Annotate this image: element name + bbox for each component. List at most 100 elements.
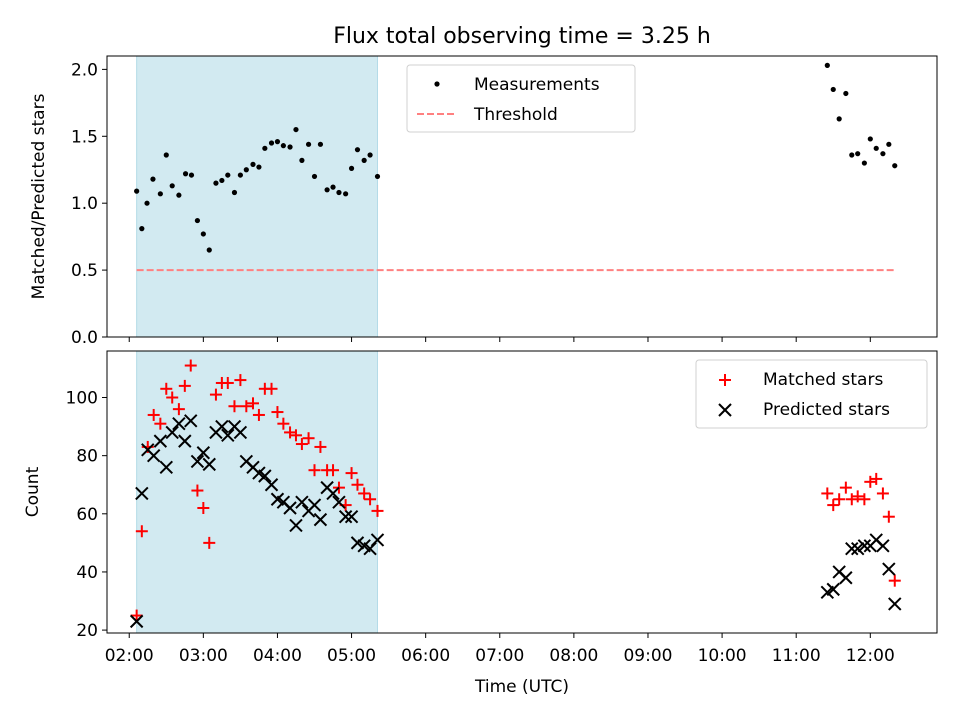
matched-star-point xyxy=(839,481,852,494)
measurement-point xyxy=(250,161,256,167)
measurement-point xyxy=(144,200,150,206)
top-y-tick-label: 0.0 xyxy=(71,328,98,348)
predicted-star-point xyxy=(153,434,168,448)
matched-star-point xyxy=(172,403,185,416)
predicted-star-point xyxy=(233,425,248,440)
predicted-star-point xyxy=(264,478,279,492)
matched-star-point xyxy=(130,609,143,622)
matched-star-point xyxy=(882,510,895,523)
x-tick-label: 04:00 xyxy=(253,646,302,666)
predicted-star-point xyxy=(845,541,859,556)
measurement-point xyxy=(348,165,355,171)
bottom-x-axis: 02:00 03:00 04:00 05:00 06:00 07:00 08:00 09:00… xyxy=(105,633,895,666)
top-y-tick-label: 2.0 xyxy=(71,60,98,80)
measurement-point xyxy=(219,177,225,184)
measurement-point xyxy=(311,173,318,180)
matched-star-point xyxy=(864,475,877,488)
bottom-plot-frame xyxy=(106,350,938,634)
predicted-star-point xyxy=(289,518,303,533)
top-panel: 0.00.51.01.52.0 Matched/Predicted stars … xyxy=(29,55,938,348)
measurements-series xyxy=(134,62,898,253)
matched-star-point xyxy=(160,382,173,395)
predicted-star-point xyxy=(172,416,186,431)
x-tick-label: 10:00 xyxy=(698,646,747,666)
measurement-point xyxy=(354,147,361,153)
measurement-point xyxy=(880,151,886,157)
matched-star-point xyxy=(295,438,308,451)
measurement-point xyxy=(886,141,892,147)
matched-star-point xyxy=(371,504,384,517)
x-tick-label: 12:00 xyxy=(846,646,895,666)
matched-star-point xyxy=(876,487,889,500)
measurement-point xyxy=(843,90,849,97)
measurement-point xyxy=(256,164,262,170)
measurement-point xyxy=(861,160,867,166)
legend-threshold-label: Threshold xyxy=(473,105,558,125)
measurement-point xyxy=(293,126,299,133)
matched-star-point xyxy=(240,400,253,413)
matched-star-point xyxy=(302,432,315,445)
measurement-point xyxy=(330,184,336,190)
matched-star-point xyxy=(166,391,179,404)
bottom-y-axis-label: Count xyxy=(23,466,43,517)
top-x-ticks xyxy=(128,337,871,342)
bottom-y-tick-label: 20 xyxy=(76,621,98,641)
predicted-star-point xyxy=(350,536,365,550)
measurement-point xyxy=(237,172,243,178)
measurement-point xyxy=(268,140,275,146)
x-tick-label: 06:00 xyxy=(401,646,450,666)
x-tick-label: 03:00 xyxy=(179,646,228,666)
matched-star-point xyxy=(277,417,290,430)
predicted-star-point xyxy=(313,512,328,527)
measurement-point xyxy=(163,152,169,158)
predicted-star-point xyxy=(159,460,173,474)
measurement-point xyxy=(317,141,324,147)
matched-star-point xyxy=(265,382,278,395)
measurement-point xyxy=(206,247,212,253)
measurement-point xyxy=(225,172,231,178)
matched-star-point xyxy=(314,440,327,453)
measurement-point xyxy=(274,139,281,145)
predicted-star-point xyxy=(857,539,872,553)
measurement-point xyxy=(182,171,189,177)
top-legend: Measurements Threshold xyxy=(406,64,636,133)
x-tick-label: 05:00 xyxy=(327,646,376,666)
matched-star-point xyxy=(246,397,259,410)
matched-star-point xyxy=(284,426,297,439)
legend-matched-label: Matched stars xyxy=(763,370,883,390)
predicted-star-point xyxy=(221,428,235,443)
matched-star-point xyxy=(870,472,883,485)
bottom-legend: Matched stars Predicted stars xyxy=(695,359,928,429)
matched-star-point xyxy=(228,400,241,413)
predicted-star-point xyxy=(307,498,322,512)
predicted-star-point xyxy=(344,510,359,524)
x-tick-label: 09:00 xyxy=(623,646,672,666)
matched-star-point xyxy=(308,464,321,477)
measurement-point xyxy=(361,157,367,163)
predicted-star-point xyxy=(850,541,865,556)
bottom-legend-box xyxy=(695,359,928,429)
measurement-point xyxy=(157,191,163,197)
predicted-star-point xyxy=(135,486,149,501)
predicted-star-point xyxy=(258,469,272,483)
top-plot-frame xyxy=(106,55,938,338)
bottom-y-axis: 20 40 60 80 100 xyxy=(66,389,107,641)
bottom-panel: 20 40 60 80 100 02:00 03:00 04:00 05:00 06:00 07:… xyxy=(23,350,938,697)
matched-star-point xyxy=(845,493,858,506)
matched-star-point xyxy=(203,536,216,549)
measurement-point xyxy=(243,167,249,173)
measurement-point xyxy=(169,183,175,189)
measurement-point xyxy=(194,217,201,224)
predicted-star-point xyxy=(202,457,216,472)
bottom-y-tick-label: 100 xyxy=(66,389,98,409)
predicted-star-point xyxy=(332,495,346,509)
x-axis-label: Time (UTC) xyxy=(474,677,569,697)
predicted-star-point xyxy=(338,510,353,524)
predicted-star-point xyxy=(888,597,902,611)
measurement-point xyxy=(280,143,286,149)
chart-title: Flux total observing time = 3.25 h xyxy=(333,24,711,49)
x-tick-label: 07:00 xyxy=(475,646,524,666)
matched-star-point xyxy=(327,464,340,477)
x-tick-label: 08:00 xyxy=(549,646,598,666)
